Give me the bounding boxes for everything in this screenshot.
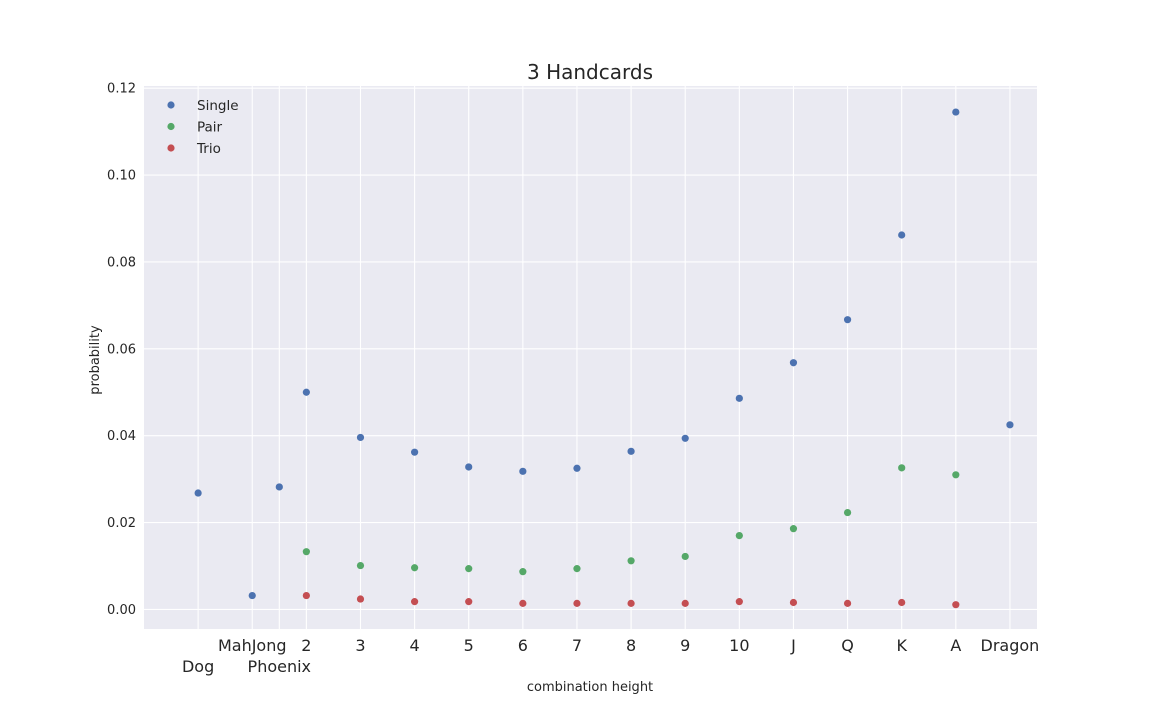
data-point-trio <box>843 599 852 607</box>
data-point-pair <box>519 568 527 576</box>
x-tick-label: 7 <box>572 636 582 655</box>
legend-label-single: Single <box>197 98 239 114</box>
x-tick-label: 8 <box>626 636 636 655</box>
data-point-single <box>248 591 256 600</box>
data-point-pair <box>681 552 689 561</box>
data-point-trio <box>573 599 581 607</box>
legend-marker-trio <box>167 144 175 152</box>
data-point-single <box>735 394 743 402</box>
data-point-single <box>519 467 527 475</box>
x-tick-label: Dog <box>182 657 214 676</box>
data-point-pair <box>843 508 852 517</box>
data-point-trio <box>789 598 798 607</box>
data-point-pair <box>573 565 581 573</box>
x-tick-label: 10 <box>729 636 749 655</box>
x-tick-label: K <box>896 636 907 655</box>
y-tick-label: 0.06 <box>107 342 136 357</box>
data-point-trio <box>952 601 960 609</box>
data-point-single <box>573 464 581 472</box>
data-point-pair <box>735 532 743 540</box>
grid <box>144 86 1037 629</box>
y-tick-label: 0.04 <box>107 429 136 444</box>
x-tick-label: MahJong <box>218 636 287 655</box>
x-tick-label: Dragon <box>981 636 1040 655</box>
data-point-trio <box>681 599 689 607</box>
data-point-trio <box>627 599 635 607</box>
data-point-pair <box>789 525 798 533</box>
data-point-single <box>275 483 283 491</box>
data-point-trio <box>735 598 743 606</box>
data-point-pair <box>465 565 473 573</box>
data-point-single <box>465 463 473 471</box>
legend-label-pair: Pair <box>197 120 223 136</box>
y-axis-label: probability <box>88 325 103 395</box>
data-point-single <box>411 448 419 456</box>
x-tick-label: 3 <box>355 636 365 655</box>
data-point-trio <box>898 598 906 607</box>
data-points <box>194 108 1014 609</box>
data-point-single <box>627 447 635 455</box>
data-point-pair <box>952 471 960 479</box>
data-point-single <box>194 489 202 497</box>
data-point-single <box>789 359 798 367</box>
y-tick-label: 0.10 <box>107 169 136 184</box>
x-tick-label: 6 <box>518 636 528 655</box>
data-point-trio <box>302 591 310 600</box>
x-tick-label: J <box>790 636 796 655</box>
data-point-pair <box>356 561 365 570</box>
data-point-trio <box>519 599 527 607</box>
legend-marker-pair <box>167 122 175 131</box>
y-tick-label: 0.08 <box>107 255 136 270</box>
data-point-pair <box>627 557 635 565</box>
y-tick-label: 0.12 <box>107 82 136 97</box>
x-tick-label: A <box>950 636 961 655</box>
legend: Single Pair Trio <box>167 98 239 157</box>
data-point-pair <box>898 464 906 472</box>
chart-title: 3 Handcards <box>527 60 653 84</box>
legend-marker-single <box>167 101 175 109</box>
data-point-pair <box>302 548 310 556</box>
x-tick-label: 9 <box>680 636 690 655</box>
legend-label-trio: Trio <box>196 141 221 157</box>
x-tick-label: 2 <box>301 636 311 655</box>
data-point-single <box>1006 421 1014 429</box>
x-tick-label: 4 <box>410 636 420 655</box>
data-point-single <box>843 316 852 324</box>
data-point-single <box>356 433 365 442</box>
plot-background <box>144 86 1037 629</box>
data-point-single <box>952 108 960 116</box>
data-point-trio <box>465 598 473 606</box>
x-tick-label: Q <box>841 636 854 655</box>
x-axis-label: combination height <box>527 680 653 695</box>
data-point-pair <box>411 564 419 572</box>
x-tick-label: Phoenix <box>248 657 311 676</box>
y-tick-label: 0.00 <box>107 603 136 618</box>
data-point-single <box>681 434 689 442</box>
data-point-single <box>898 231 906 239</box>
y-tick-label: 0.02 <box>107 516 136 531</box>
x-tick-label: 5 <box>464 636 474 655</box>
data-point-trio <box>356 595 365 603</box>
data-point-trio <box>411 598 419 606</box>
data-point-single <box>302 388 310 396</box>
